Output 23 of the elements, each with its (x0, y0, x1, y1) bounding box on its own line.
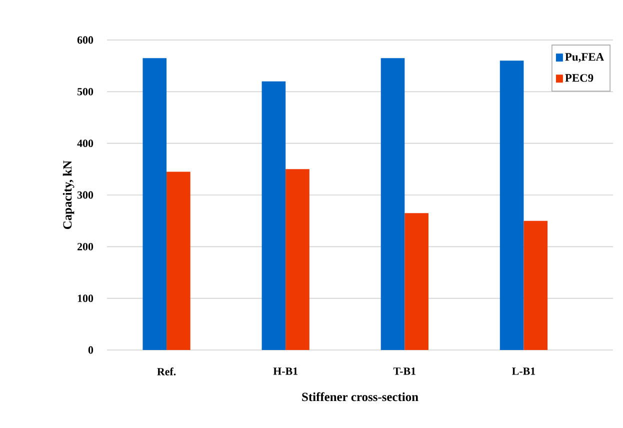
bar (262, 81, 286, 350)
y-tick-label: 600 (77, 36, 94, 44)
x-tick-label: T-B1 (393, 368, 416, 375)
bar (142, 58, 167, 350)
bar (286, 169, 310, 350)
y-tick-label: 100 (78, 294, 94, 302)
bar (404, 213, 428, 350)
x-tick-label: L-B1 (512, 368, 536, 375)
y-tick-label: 0 (88, 346, 94, 354)
bar (380, 58, 405, 350)
bar (500, 60, 524, 350)
legend-label: PEC9 (565, 74, 594, 82)
y-tick-label: 300 (77, 191, 94, 199)
x-tick-label: Ref. (157, 368, 176, 376)
x-axis-title: Stiffener cross-section (302, 392, 418, 402)
y-tick-label: 200 (77, 242, 94, 250)
y-tick-label: 400 (77, 140, 94, 148)
x-tick-label: H-B1 (273, 368, 298, 375)
bar (524, 220, 548, 350)
y-axis-title: Capacity, kN (62, 160, 74, 229)
y-tick-label: 500 (77, 88, 94, 96)
bar (166, 172, 190, 350)
legend-label: Pu,FEA (565, 53, 604, 62)
